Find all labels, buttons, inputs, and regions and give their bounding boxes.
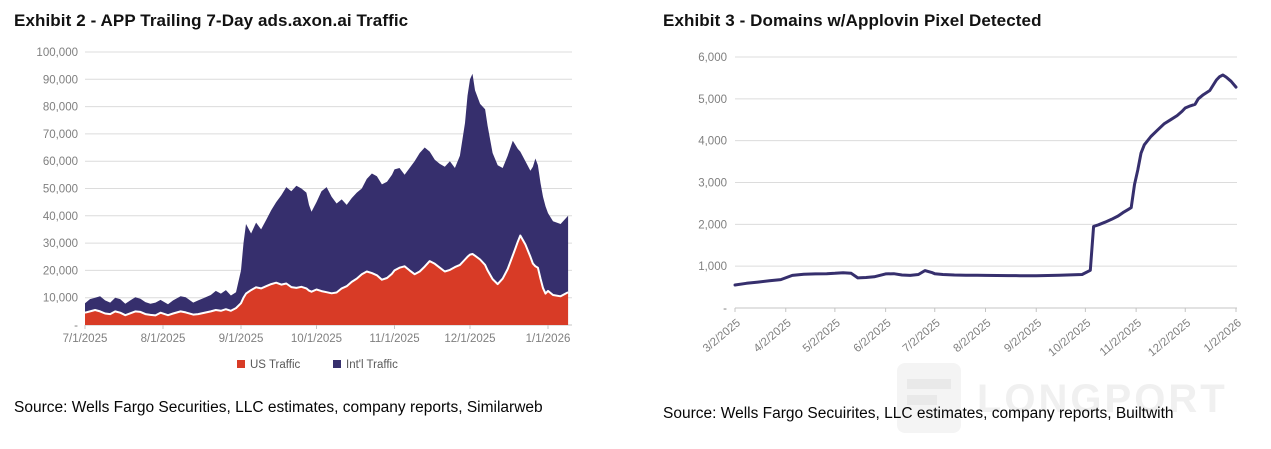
series-separator-line <box>84 234 569 317</box>
svg-text:10/2/2025: 10/2/2025 <box>1046 317 1093 359</box>
svg-text:7/1/2025: 7/1/2025 <box>63 333 108 345</box>
svg-text:60,000: 60,000 <box>43 156 78 168</box>
watermark: LONGPORT <box>897 363 1267 443</box>
exhibit2-x-axis: 7/1/2025 8/1/2025 9/1/2025 10/1/2025 11/1/20… <box>63 325 571 345</box>
svg-text:9/1/2025: 9/1/2025 <box>219 333 264 345</box>
svg-text:90,000: 90,000 <box>43 74 78 86</box>
legend-swatch <box>237 360 245 368</box>
us-traffic-area <box>85 235 569 325</box>
svg-text:40,000: 40,000 <box>43 211 78 223</box>
svg-text:5,000: 5,000 <box>698 94 727 106</box>
svg-text:20,000: 20,000 <box>43 265 78 277</box>
watermark-logo-icon <box>897 363 961 433</box>
svg-text:4/2/2025: 4/2/2025 <box>752 317 794 355</box>
svg-text:70,000: 70,000 <box>43 129 78 141</box>
svg-text:11/1/2025: 11/1/2025 <box>369 333 419 345</box>
svg-text:6,000: 6,000 <box>698 52 727 64</box>
svg-text:8/1/2025: 8/1/2025 <box>141 333 186 345</box>
svg-text:10,000: 10,000 <box>43 293 78 305</box>
exhibit3-title: Exhibit 3 - Domains w/Applovin Pixel Det… <box>663 11 1042 30</box>
domains-line <box>733 73 1238 287</box>
legend-swatch <box>333 360 341 368</box>
legend-label: Int'l Traffic <box>346 359 398 371</box>
svg-text:30,000: 30,000 <box>43 238 78 250</box>
intl-traffic-area <box>85 73 569 316</box>
exhibit3-source: Source: Wells Fargo Secuirites, LLC esti… <box>663 405 1174 422</box>
svg-text:3,000: 3,000 <box>698 178 727 190</box>
svg-text:6/2/2025: 6/2/2025 <box>852 317 894 355</box>
exhibit3-gridlines: 6,000 5,000 4,000 3,000 2,000 1,000 - <box>698 52 1237 315</box>
svg-text:2,000: 2,000 <box>698 219 727 231</box>
svg-text:1/2/2026: 1/2/2026 <box>1202 317 1244 355</box>
watermark-text: LONGPORT <box>977 377 1228 421</box>
svg-text:5/2/2025: 5/2/2025 <box>801 317 843 355</box>
exhibit2-title: Exhibit 2 - APP Trailing 7-Day ads.axon.… <box>14 11 409 30</box>
exhibit2-legend: US Traffic Int'l Traffic <box>237 359 398 371</box>
svg-text:80,000: 80,000 <box>43 102 78 114</box>
svg-text:8/2/2025: 8/2/2025 <box>951 317 993 355</box>
svg-text:11/2/2025: 11/2/2025 <box>1098 317 1144 359</box>
svg-text:12/1/2025: 12/1/2025 <box>444 333 495 345</box>
svg-text:-: - <box>723 303 727 315</box>
svg-text:3/2/2025: 3/2/2025 <box>701 317 743 355</box>
svg-text:100,000: 100,000 <box>36 47 78 59</box>
exhibit3-x-axis: 3/2/2025 4/2/2025 5/2/2025 6/2/2025 7/2/2025… <box>701 308 1244 359</box>
exhibit2-source: Source: Wells Fargo Securities, LLC esti… <box>14 399 543 416</box>
svg-text:12/2/2025: 12/2/2025 <box>1146 317 1193 359</box>
svg-text:50,000: 50,000 <box>43 184 78 196</box>
legend-label: US Traffic <box>250 359 301 371</box>
svg-text:1/1/2026: 1/1/2026 <box>526 333 571 345</box>
svg-text:1,000: 1,000 <box>698 261 727 273</box>
svg-text:9/2/2025: 9/2/2025 <box>1002 317 1044 355</box>
svg-text:-: - <box>74 320 78 332</box>
exhibit2-stacked-area-chart: 100,000 90,000 80,000 70,000 60,000 50,000 40,… <box>36 47 572 371</box>
svg-text:7/2/2025: 7/2/2025 <box>901 317 943 355</box>
svg-text:4,000: 4,000 <box>698 136 727 148</box>
svg-text:10/1/2025: 10/1/2025 <box>291 333 342 345</box>
